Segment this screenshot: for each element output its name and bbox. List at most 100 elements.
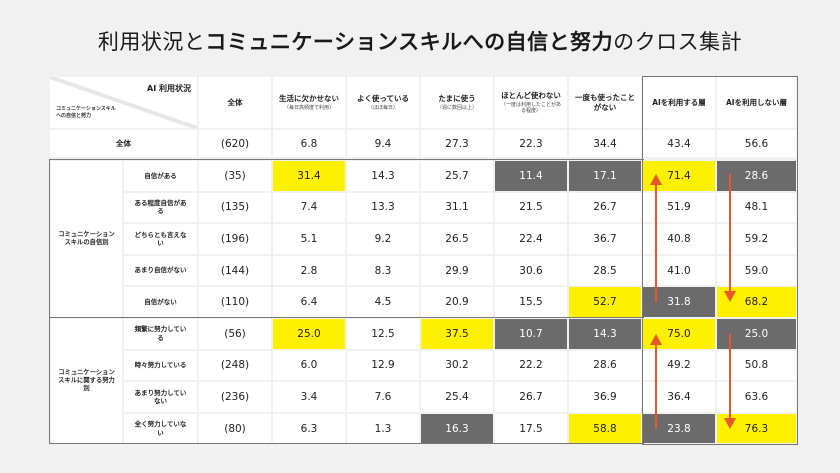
highlighted-value-yellow: 25.0 — [273, 319, 345, 349]
row-value: 2.8 — [273, 255, 345, 286]
row-value: 20.9 — [421, 287, 493, 317]
row-value: 7.4 — [273, 192, 345, 223]
highlighted-value-yellow: 31.4 — [273, 161, 345, 191]
highlighted-value-gray: 23.8 — [643, 413, 715, 444]
row-n: (35) — [199, 161, 271, 191]
highlighted-value-gray: 31.8 — [643, 287, 715, 317]
row-n: (236) — [199, 382, 271, 412]
highlighted-value-yellow: 71.4 — [643, 161, 715, 191]
row-value: 6.0 — [273, 350, 345, 381]
row-axis-label: コミュニケーションスキル への自信と努力 — [56, 106, 116, 120]
row-label: 全く努力していない — [124, 413, 197, 444]
row-value: 28.6 — [569, 350, 641, 381]
column-header-sub: （週に数回以上） — [436, 105, 477, 112]
column-header: 全体 — [199, 77, 271, 128]
column-header-sub: （ほぼ毎日） — [367, 105, 398, 112]
row-value: 40.8 — [643, 224, 715, 254]
diagonal-divider-icon — [50, 77, 197, 128]
highlighted-value-yellow: 68.2 — [717, 287, 796, 317]
row-value: 29.9 — [421, 255, 493, 286]
row-value: 25.7 — [421, 161, 493, 191]
page-title: 利用状況とコミュニケーションスキルへの自信と努力のクロス集計 — [0, 26, 840, 56]
row-n: (196) — [199, 224, 271, 254]
column-header: ほとんど使わない （一度は利用したことがある程度） — [495, 77, 567, 128]
column-header: よく使っている （ほぼ毎日） — [347, 77, 419, 128]
total-row-value: 6.8 — [273, 130, 345, 157]
highlighted-value-yellow: 76.3 — [717, 413, 796, 444]
row-value: 1.3 — [347, 413, 419, 444]
row-label: あまり努力していない — [124, 382, 197, 412]
row-n: (135) — [199, 192, 271, 223]
column-header: 一度も使ったことがない — [569, 77, 641, 128]
total-row-value: 27.3 — [421, 130, 493, 157]
total-row-value: 9.4 — [347, 130, 419, 157]
highlighted-value-gray: 28.6 — [717, 161, 796, 191]
highlighted-value-gray: 25.0 — [717, 319, 796, 349]
row-value: 30.2 — [421, 350, 493, 381]
total-row-label: 全体 — [50, 130, 197, 157]
column-header-label: ほとんど使わない — [501, 90, 561, 100]
row-n: (144) — [199, 255, 271, 286]
row-axis-line2: への自信と努力 — [56, 112, 92, 119]
row-value: 59.2 — [717, 224, 796, 254]
row-label: 自信がない — [124, 287, 197, 317]
row-value: 6.4 — [273, 287, 345, 317]
row-value: 50.8 — [717, 350, 796, 381]
column-header-label: 全体 — [227, 97, 243, 107]
row-value: 12.5 — [347, 319, 419, 349]
total-row-value: 56.6 — [717, 130, 796, 157]
highlighted-value-yellow: 52.7 — [569, 287, 641, 317]
row-value: 26.7 — [569, 192, 641, 223]
row-value: 26.5 — [421, 224, 493, 254]
row-value: 63.6 — [717, 382, 796, 412]
row-value: 7.6 — [347, 382, 419, 412]
row-value: 21.5 — [495, 192, 567, 223]
row-axis-line1: コミュニケーションスキル — [56, 106, 116, 112]
row-label: 時々努力している — [124, 350, 197, 381]
title-part1: 利用状況と — [97, 30, 206, 54]
row-value: 15.5 — [495, 287, 567, 317]
highlighted-value-yellow: 37.5 — [421, 319, 493, 349]
row-value: 13.3 — [347, 192, 419, 223]
row-value: 22.2 — [495, 350, 567, 381]
column-header-label: 生活に欠かせない — [279, 93, 339, 103]
row-value: 26.7 — [495, 382, 567, 412]
column-header-label: よく使っている — [356, 93, 410, 103]
row-value: 8.3 — [347, 255, 419, 286]
column-header-label: 一度も使ったことがない — [575, 93, 635, 112]
row-label: 頻繁に努力している — [124, 319, 197, 349]
row-value: 31.1 — [421, 192, 493, 223]
column-header: たまに使う （週に数回以上） — [421, 77, 493, 128]
row-value: 36.4 — [643, 382, 715, 412]
total-row-value: 22.3 — [495, 130, 567, 157]
row-value: 30.6 — [495, 255, 567, 286]
column-header-label: AIを利用する層 — [652, 97, 706, 107]
row-value: 28.5 — [569, 255, 641, 286]
highlighted-value-gray: 14.3 — [569, 319, 641, 349]
total-row-value: 43.4 — [643, 130, 715, 157]
group-label: コミュニケーションスキルの自信別 — [51, 161, 122, 317]
title-part2: コミュニケーションスキルへの自信と努力 — [205, 30, 614, 54]
column-header-sub: （一度は利用したことがある程度） — [500, 101, 561, 115]
row-value: 49.2 — [643, 350, 715, 381]
row-value: 51.9 — [643, 192, 715, 223]
highlighted-value-yellow: 75.0 — [643, 319, 715, 349]
row-value: 6.3 — [273, 413, 345, 444]
row-value: 12.9 — [347, 350, 419, 381]
column-header: AIを利用する層 — [643, 77, 715, 128]
column-header-sub: （毎日高頻度で利用） — [283, 105, 334, 112]
column-header-label: たまに使う — [438, 93, 476, 103]
corner-header: AI 利用状況 コミュニケーションスキル への自信と努力 — [50, 77, 197, 128]
row-value: 22.4 — [495, 224, 567, 254]
row-label: あまり自信がない — [124, 255, 197, 286]
row-n: (110) — [199, 287, 271, 317]
row-value: 36.7 — [569, 224, 641, 254]
row-value: 9.2 — [347, 224, 419, 254]
row-value: 14.3 — [347, 161, 419, 191]
row-value: 17.5 — [495, 413, 567, 444]
row-value: 3.4 — [273, 382, 345, 412]
column-header-label: AIを利用しない層 — [725, 97, 788, 107]
highlighted-value-gray: 17.1 — [569, 161, 641, 191]
highlighted-value-gray: 11.4 — [495, 161, 567, 191]
title-part3: のクロス集計 — [613, 30, 743, 54]
